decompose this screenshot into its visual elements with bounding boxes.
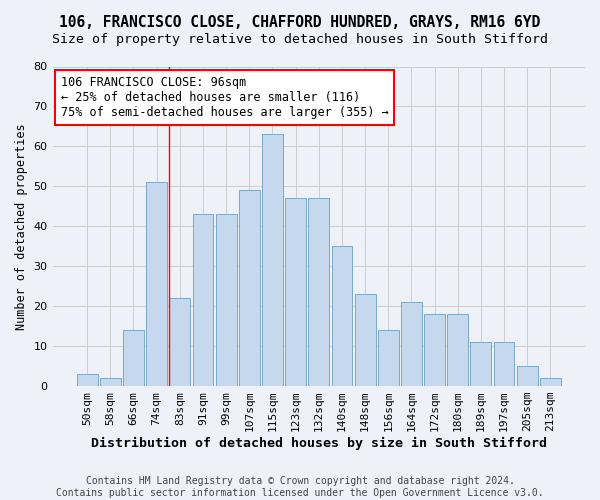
Bar: [540, 378, 561, 386]
Bar: [448, 314, 468, 386]
Bar: [216, 214, 236, 386]
Bar: [146, 182, 167, 386]
Bar: [262, 134, 283, 386]
Text: 106 FRANCISCO CLOSE: 96sqm
← 25% of detached houses are smaller (116)
75% of sem: 106 FRANCISCO CLOSE: 96sqm ← 25% of deta…: [61, 76, 388, 119]
Bar: [494, 342, 514, 386]
Text: Contains HM Land Registry data © Crown copyright and database right 2024.
Contai: Contains HM Land Registry data © Crown c…: [56, 476, 544, 498]
Y-axis label: Number of detached properties: Number of detached properties: [15, 123, 28, 330]
Bar: [169, 298, 190, 386]
Bar: [424, 314, 445, 386]
Bar: [332, 246, 352, 386]
Bar: [285, 198, 306, 386]
Text: 106, FRANCISCO CLOSE, CHAFFORD HUNDRED, GRAYS, RM16 6YD: 106, FRANCISCO CLOSE, CHAFFORD HUNDRED, …: [59, 15, 541, 30]
Bar: [239, 190, 260, 386]
Bar: [77, 374, 98, 386]
Bar: [355, 294, 376, 386]
Bar: [378, 330, 398, 386]
X-axis label: Distribution of detached houses by size in South Stifford: Distribution of detached houses by size …: [91, 437, 547, 450]
Bar: [123, 330, 144, 386]
Bar: [193, 214, 214, 386]
Bar: [308, 198, 329, 386]
Bar: [470, 342, 491, 386]
Bar: [401, 302, 422, 386]
Text: Size of property relative to detached houses in South Stifford: Size of property relative to detached ho…: [52, 32, 548, 46]
Bar: [100, 378, 121, 386]
Bar: [517, 366, 538, 386]
